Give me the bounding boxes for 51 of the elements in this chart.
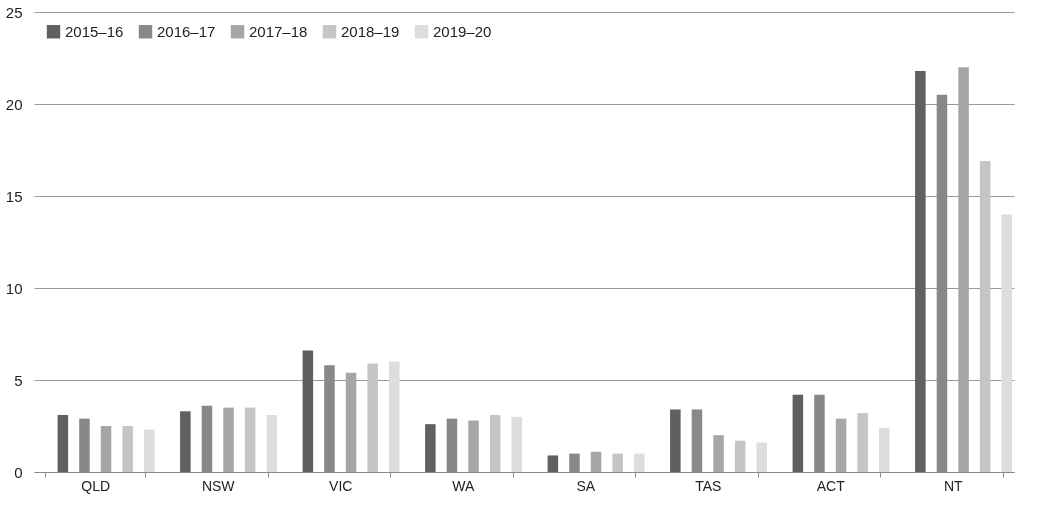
y-tick-label: 5 xyxy=(14,371,23,389)
bar xyxy=(425,424,436,472)
legend-label: 2017–18 xyxy=(249,22,308,40)
bar xyxy=(612,453,623,472)
x-tick-label: QLD xyxy=(81,477,111,494)
x-tick-label: SA xyxy=(576,477,596,494)
y-tick-label: 25 xyxy=(5,3,23,21)
bar xyxy=(915,70,926,472)
bar xyxy=(670,409,681,472)
bar xyxy=(180,411,191,472)
y-tick-label: 0 xyxy=(14,463,23,481)
legend-label: 2018–19 xyxy=(341,22,400,40)
bar xyxy=(302,350,314,472)
bar xyxy=(244,407,256,472)
legend-label: 2015–16 xyxy=(65,22,124,40)
legend-label: 2016–17 xyxy=(157,22,216,40)
bar xyxy=(979,161,991,472)
bar xyxy=(958,67,969,472)
y-tick-label: 10 xyxy=(5,279,23,297)
bar xyxy=(489,414,501,472)
x-tick-label: WA xyxy=(452,477,475,494)
bar xyxy=(345,372,357,472)
bar xyxy=(367,363,378,472)
x-tick-label: NSW xyxy=(201,477,236,494)
y-tick-label: 20 xyxy=(5,95,23,113)
bar xyxy=(143,429,155,472)
bar xyxy=(122,426,133,472)
bar xyxy=(388,361,400,472)
bar xyxy=(734,440,746,472)
bar xyxy=(756,442,768,472)
legend-label: 2019–20 xyxy=(433,22,492,40)
x-tick-label: VIC xyxy=(329,477,353,494)
bar xyxy=(713,435,724,472)
bar xyxy=(835,418,847,472)
bar xyxy=(857,413,868,472)
bar xyxy=(590,451,602,472)
x-tick-label: NT xyxy=(943,477,964,494)
bar xyxy=(878,427,890,472)
bar xyxy=(633,453,645,472)
bar xyxy=(547,455,559,472)
bar xyxy=(468,420,479,472)
bar xyxy=(1001,214,1013,472)
y-tick-label: 15 xyxy=(5,187,23,205)
x-tick-label: ACT xyxy=(816,477,846,494)
bar xyxy=(57,414,69,472)
bar xyxy=(223,407,234,472)
bar xyxy=(792,394,804,472)
bar xyxy=(511,416,523,472)
bar xyxy=(100,426,112,472)
bar xyxy=(266,414,278,472)
x-tick-label: TAS xyxy=(695,477,722,494)
